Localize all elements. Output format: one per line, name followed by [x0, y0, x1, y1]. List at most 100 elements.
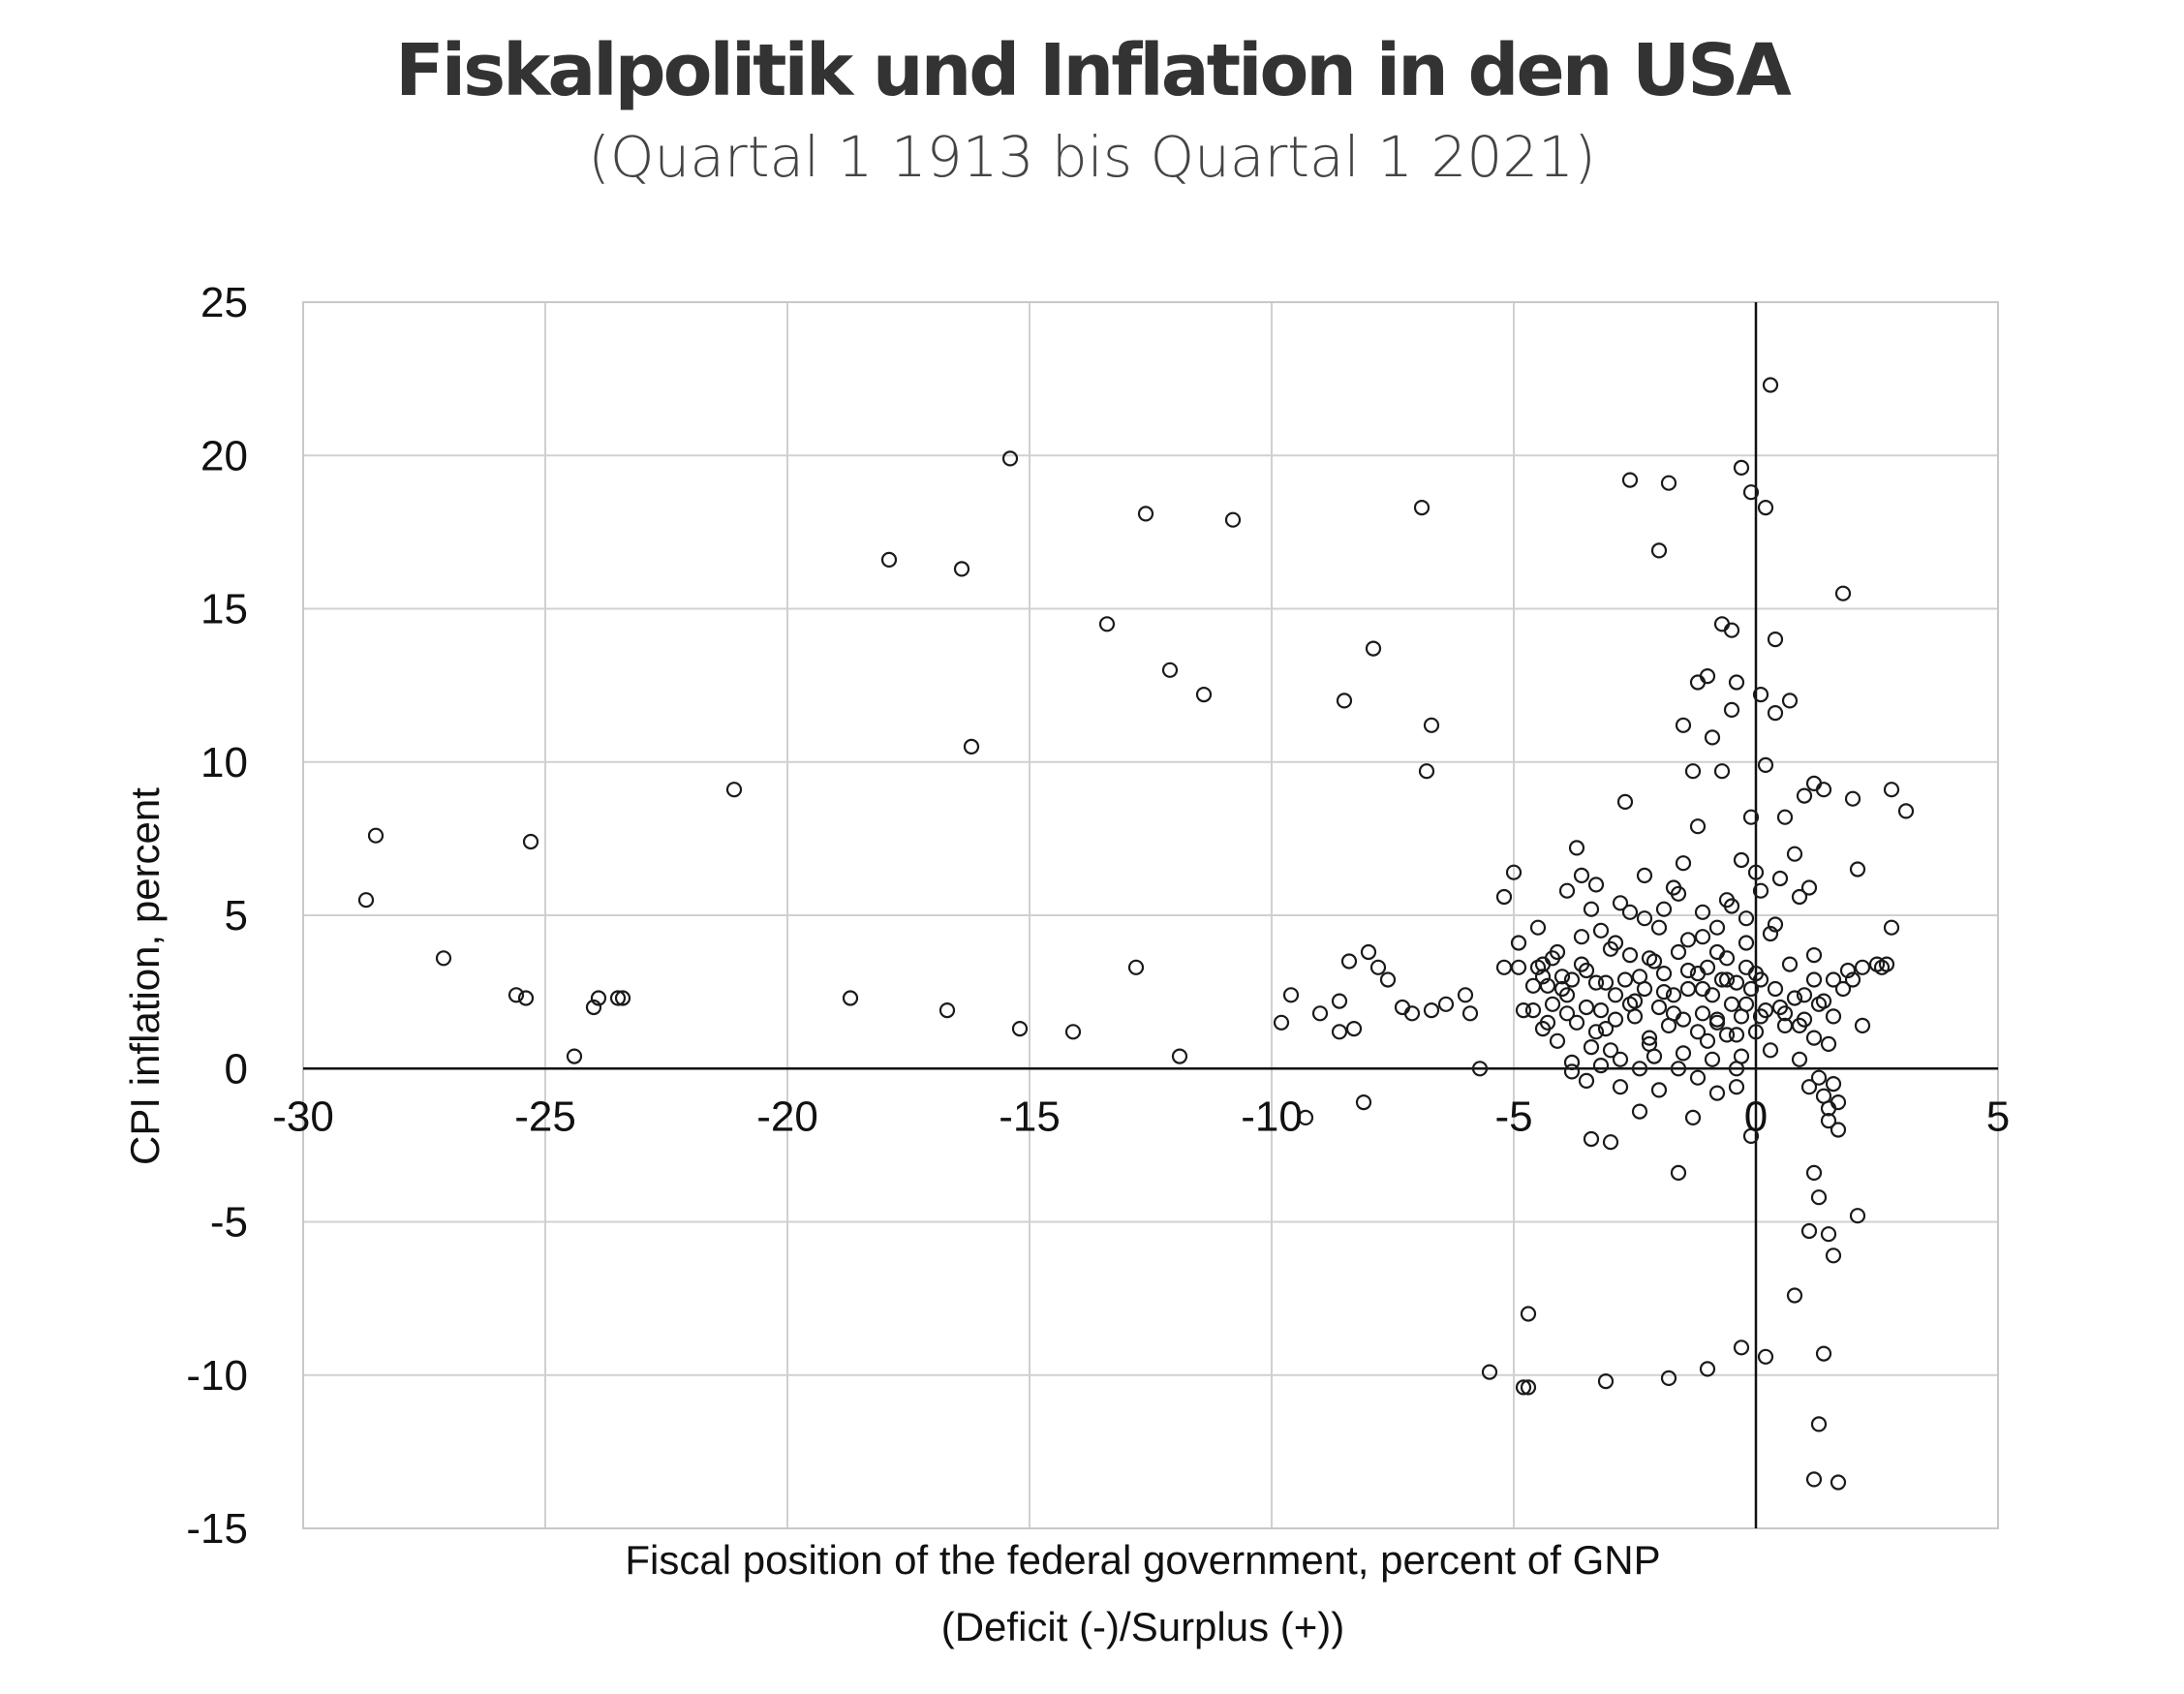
- data-point: [1592, 1057, 1610, 1074]
- data-point: [1854, 1017, 1871, 1034]
- data-point: [1461, 1005, 1479, 1022]
- data-point: [1515, 1001, 1532, 1019]
- data-point: [1830, 1474, 1847, 1491]
- data-point: [1660, 475, 1677, 491]
- data-point: [1762, 377, 1779, 393]
- data-point: [1524, 1001, 1542, 1019]
- data-point: [1650, 1082, 1668, 1098]
- data-point: [1762, 1042, 1779, 1059]
- data-point: [1694, 1005, 1711, 1022]
- data-point: [1621, 946, 1639, 964]
- data-point: [1607, 935, 1624, 951]
- data-point: [1573, 956, 1590, 972]
- data-point: [1379, 971, 1397, 988]
- data-point: [725, 782, 743, 798]
- data-point: [1733, 1008, 1750, 1025]
- data-point: [1757, 499, 1774, 516]
- data-point: [1587, 1024, 1605, 1040]
- data-point: [1675, 855, 1692, 872]
- data-point: [1825, 1075, 1842, 1093]
- data-point: [1723, 622, 1740, 638]
- x-tick-labels: -30 -25 -20 -15 -10 -5 0 5: [272, 1093, 2010, 1140]
- x-axis-label-secondary: (Deficit (-)/Surplus (+)): [941, 1604, 1345, 1649]
- data-point: [1621, 472, 1639, 488]
- data-point: [1704, 729, 1721, 746]
- data-point: [1665, 879, 1682, 896]
- data-point: [1757, 1348, 1774, 1365]
- data-point: [1728, 1027, 1745, 1043]
- data-point: [1796, 787, 1813, 804]
- data-point: [1825, 971, 1842, 988]
- data-point: [1679, 962, 1697, 979]
- data-point: [614, 990, 631, 1006]
- data-point: [1660, 1370, 1677, 1387]
- x-tick-label: -20: [756, 1093, 818, 1140]
- data-point: [1810, 1189, 1828, 1206]
- data-point: [1742, 809, 1760, 825]
- data-point: [1713, 763, 1731, 780]
- data-point: [1636, 910, 1653, 927]
- data-point: [1849, 1208, 1866, 1224]
- data-point: [1834, 980, 1852, 998]
- data-point: [1689, 1024, 1707, 1040]
- data-point: [1767, 631, 1784, 648]
- data-point: [1137, 506, 1154, 522]
- data-point: [1713, 971, 1731, 988]
- data-point: [1646, 953, 1663, 970]
- data-point: [1636, 980, 1653, 998]
- data-point: [1612, 1051, 1629, 1067]
- x-tick-label: 5: [1986, 1093, 2010, 1140]
- data-point: [1694, 904, 1711, 920]
- data-point: [1689, 818, 1707, 835]
- data-point: [1733, 851, 1750, 869]
- data-point: [1708, 943, 1726, 961]
- data-point: [842, 990, 859, 1006]
- data-point: [1883, 782, 1900, 798]
- data-point: [1558, 882, 1576, 899]
- data-point: [1544, 950, 1561, 967]
- data-point: [1534, 1020, 1552, 1037]
- data-point: [1805, 775, 1823, 792]
- data-point: [1592, 1001, 1610, 1019]
- data-point: [1713, 616, 1731, 632]
- data-point: [1767, 916, 1784, 933]
- data-point: [1665, 987, 1682, 1003]
- data-point: [1752, 971, 1769, 988]
- data-point: [1360, 943, 1377, 961]
- data-point: [1597, 1372, 1615, 1390]
- data-point: [1781, 956, 1799, 972]
- data-point: [1747, 1024, 1765, 1040]
- data-point: [1539, 977, 1556, 994]
- data-point: [1282, 987, 1300, 1003]
- data-point: [1878, 956, 1895, 972]
- data-point: [1273, 1014, 1290, 1031]
- data-point: [1679, 932, 1697, 948]
- data-point: [590, 990, 607, 1006]
- data-point: [1718, 971, 1736, 988]
- data-point: [357, 892, 375, 909]
- data-point: [1505, 864, 1523, 880]
- data-point: [1810, 1069, 1828, 1086]
- data-point: [1820, 1226, 1837, 1243]
- data-point: [1641, 1030, 1658, 1046]
- x-tick-label: -10: [1241, 1093, 1303, 1140]
- data-point: [1805, 1164, 1823, 1182]
- data-point: [1728, 674, 1745, 691]
- data-point: [1849, 861, 1866, 878]
- data-point: [938, 1001, 956, 1019]
- data-point: [1616, 971, 1634, 988]
- data-point: [1612, 1079, 1629, 1095]
- data-point: [1011, 1020, 1029, 1037]
- data-point: [1883, 919, 1900, 936]
- data-point: [1001, 450, 1019, 467]
- data-point: [609, 990, 627, 1006]
- data-point: [1626, 1008, 1644, 1025]
- data-point: [1830, 1093, 1847, 1111]
- data-point: [1583, 1038, 1600, 1056]
- chart-axes: [303, 302, 1998, 1528]
- data-point: [566, 1048, 583, 1064]
- data-point: [1171, 1048, 1188, 1064]
- y-tick-label: 25: [200, 279, 248, 326]
- data-point: [1805, 971, 1823, 988]
